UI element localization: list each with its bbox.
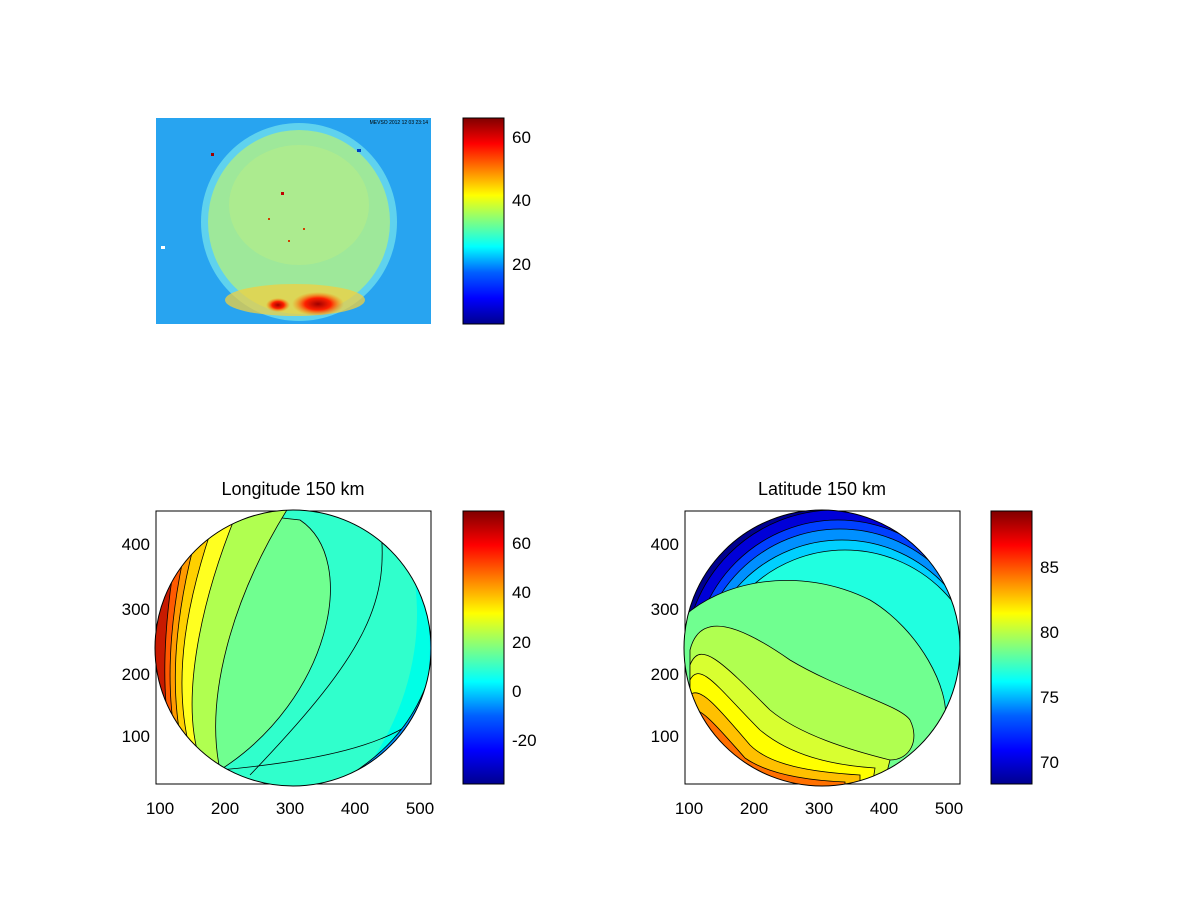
allsky-colorbar — [462, 117, 505, 325]
x-tick-label: 100 — [146, 799, 174, 818]
colorbar-tick-label: 0 — [512, 682, 521, 701]
colorbar-tick-label: 40 — [512, 583, 531, 602]
x-tick-label: 400 — [870, 799, 898, 818]
allsky-star — [303, 228, 305, 230]
x-tick-label: 300 — [805, 799, 833, 818]
longitude-contour-field — [155, 510, 431, 786]
colorbar-tick-label: 60 — [512, 534, 531, 553]
y-tick-label: 100 — [651, 727, 679, 746]
contour-line — [249, 519, 383, 776]
latitude-y-ticks: 100 200 300 400 — [651, 535, 679, 746]
colorbar-tick-label: 70 — [1040, 753, 1059, 772]
allsky-hot-spot — [292, 292, 344, 316]
latitude-panel: Latitude 150 km 100 200 300 400 500 — [651, 479, 1059, 818]
longitude-title: Longitude 150 km — [221, 479, 364, 499]
latitude-disk-outline — [683, 509, 961, 787]
x-tick-label: 200 — [211, 799, 239, 818]
colorbar-tick-label: 20 — [512, 633, 531, 652]
x-tick-label: 500 — [406, 799, 434, 818]
colorbar-tick-label: 20 — [512, 255, 531, 274]
y-tick-label: 200 — [651, 665, 679, 684]
y-tick-label: 300 — [651, 600, 679, 619]
allsky-star — [161, 246, 165, 249]
allsky-star — [211, 153, 214, 156]
allsky-overlay-text: MEVSO 2012 12 03 23:14 — [370, 120, 429, 126]
colorbar-tick-label: -20 — [512, 731, 537, 750]
x-tick-label: 200 — [740, 799, 768, 818]
latitude-contour-field — [684, 510, 960, 786]
latitude-colorbar-ticks: 70 75 80 85 — [1040, 558, 1059, 772]
y-tick-label: 300 — [122, 600, 150, 619]
colorbar-tick-label: 85 — [1040, 558, 1059, 577]
allsky-image-panel: MEVSO 2012 12 03 23:14 20 40 60 — [156, 117, 531, 325]
longitude-x-ticks: 100 200 300 400 500 — [146, 799, 434, 818]
latitude-colorbar — [990, 510, 1033, 785]
allsky-star — [268, 218, 270, 220]
latitude-x-ticks: 100 200 300 400 500 — [675, 799, 963, 818]
y-tick-label: 400 — [122, 535, 150, 554]
allsky-star — [288, 240, 290, 242]
allsky-star — [357, 149, 361, 152]
longitude-colorbar — [462, 510, 505, 785]
allsky-star — [281, 192, 284, 195]
y-tick-label: 200 — [122, 665, 150, 684]
allsky-disk-texture — [229, 145, 369, 265]
x-tick-label: 300 — [276, 799, 304, 818]
longitude-y-ticks: 100 200 300 400 — [122, 535, 150, 746]
colorbar-tick-label: 80 — [1040, 623, 1059, 642]
x-tick-label: 100 — [675, 799, 703, 818]
x-tick-label: 500 — [935, 799, 963, 818]
longitude-colorbar-ticks: -20 0 20 40 60 — [512, 534, 537, 750]
y-tick-label: 100 — [122, 727, 150, 746]
longitude-disk-outline — [154, 509, 432, 787]
colorbar-tick-label: 40 — [512, 191, 531, 210]
colorbar-tick-label: 75 — [1040, 688, 1059, 707]
allsky-hot-spot-2 — [266, 298, 290, 312]
y-tick-label: 400 — [651, 535, 679, 554]
allsky-colorbar-ticks: 20 40 60 — [512, 128, 531, 274]
x-tick-label: 400 — [341, 799, 369, 818]
latitude-title: Latitude 150 km — [758, 479, 886, 499]
longitude-panel: Longitude 150 km 100 200 300 400 500 1 — [122, 479, 537, 818]
colorbar-tick-label: 60 — [512, 128, 531, 147]
